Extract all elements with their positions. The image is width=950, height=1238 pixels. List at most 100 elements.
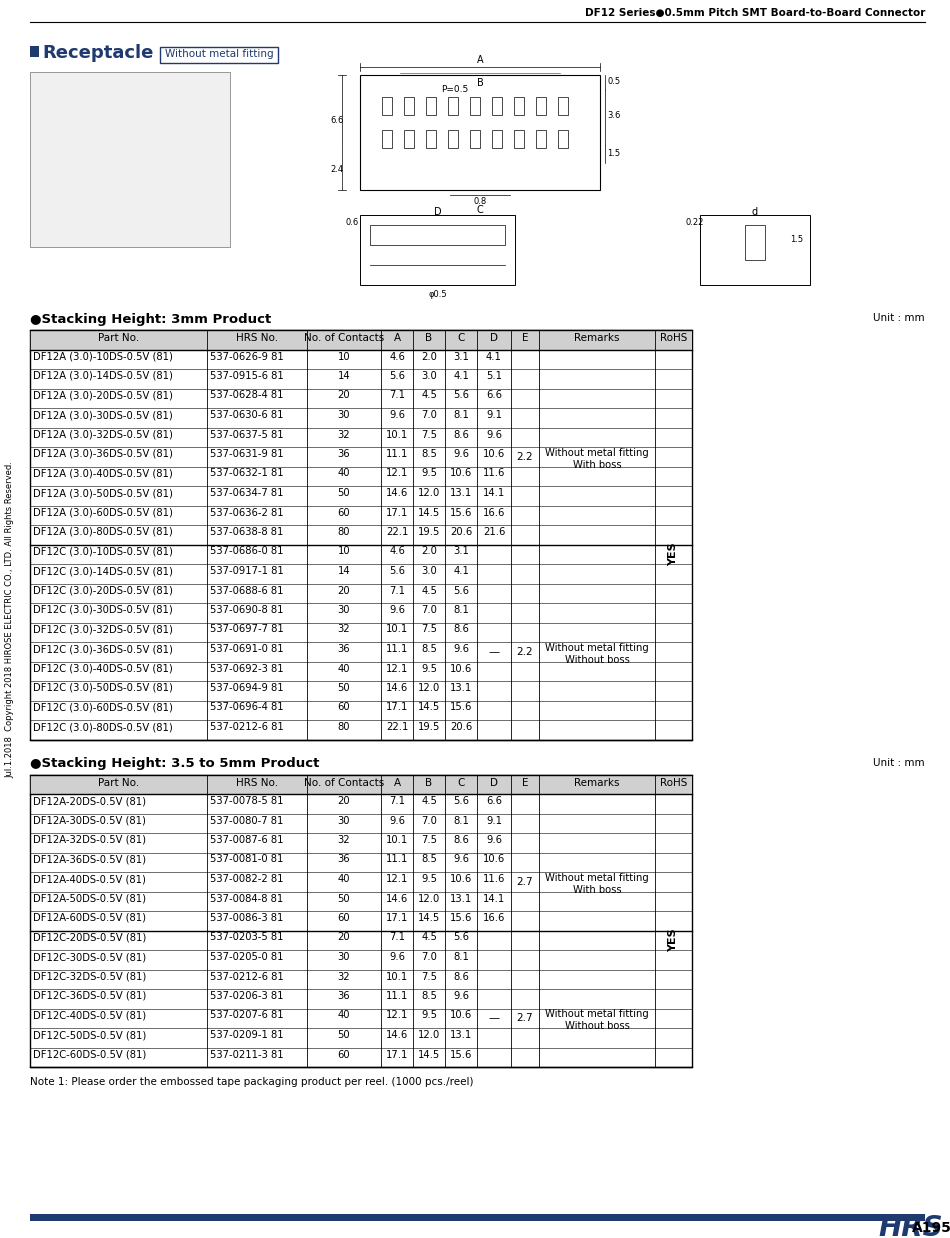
Text: 36: 36 — [337, 449, 351, 459]
Text: 9.6: 9.6 — [486, 430, 502, 439]
Text: 40: 40 — [338, 1010, 351, 1020]
Text: DF12C (3.0)-30DS-0.5V (81): DF12C (3.0)-30DS-0.5V (81) — [33, 605, 173, 615]
Text: DF12A (3.0)-36DS-0.5V (81): DF12A (3.0)-36DS-0.5V (81) — [33, 449, 173, 459]
Text: 12.0: 12.0 — [418, 683, 440, 693]
Text: 7.5: 7.5 — [421, 624, 437, 635]
Bar — [360, 215, 515, 285]
Text: 8.6: 8.6 — [453, 834, 469, 846]
Text: Without boss: Without boss — [564, 1021, 630, 1031]
Text: 14: 14 — [337, 566, 351, 576]
Text: 4.6: 4.6 — [390, 546, 405, 557]
Text: 11.1: 11.1 — [386, 854, 408, 864]
Text: Without metal fitting: Without metal fitting — [164, 50, 274, 59]
Text: 9.5: 9.5 — [421, 874, 437, 884]
Text: 15.6: 15.6 — [449, 1050, 472, 1060]
Text: 7.5: 7.5 — [421, 834, 437, 846]
Text: Unit : mm: Unit : mm — [873, 758, 925, 768]
Text: 537-0638-8 81: 537-0638-8 81 — [210, 527, 283, 537]
Text: 15.6: 15.6 — [449, 912, 472, 924]
Text: DF12C-50DS-0.5V (81): DF12C-50DS-0.5V (81) — [33, 1030, 146, 1040]
Text: 14.5: 14.5 — [418, 1050, 440, 1060]
Text: 10: 10 — [337, 352, 351, 361]
Text: 537-0206-3 81: 537-0206-3 81 — [210, 990, 283, 1002]
Text: 9.5: 9.5 — [421, 1010, 437, 1020]
Text: 12.0: 12.0 — [418, 488, 440, 498]
Text: 6.6: 6.6 — [486, 796, 502, 806]
Text: DF12A (3.0)-10DS-0.5V (81): DF12A (3.0)-10DS-0.5V (81) — [33, 352, 173, 361]
Text: 537-0917-1 81: 537-0917-1 81 — [210, 566, 284, 576]
Text: 2.0: 2.0 — [421, 546, 437, 557]
Text: 537-0078-5 81: 537-0078-5 81 — [210, 796, 283, 806]
Text: With boss: With boss — [573, 885, 621, 895]
Text: 9.5: 9.5 — [421, 664, 437, 673]
Text: 8.5: 8.5 — [421, 990, 437, 1002]
Bar — [448, 97, 458, 115]
Bar — [536, 130, 546, 149]
Text: 9.6: 9.6 — [453, 644, 469, 654]
Text: 14.1: 14.1 — [483, 894, 505, 904]
Text: A: A — [393, 333, 401, 343]
Text: 12.1: 12.1 — [386, 1010, 408, 1020]
Text: 6.6: 6.6 — [331, 116, 344, 125]
Bar — [492, 97, 502, 115]
Text: 10.6: 10.6 — [450, 1010, 472, 1020]
Text: 30: 30 — [338, 605, 351, 615]
Text: 7.5: 7.5 — [421, 430, 437, 439]
Bar — [558, 130, 568, 149]
Text: ●Stacking Height: 3.5 to 5mm Product: ●Stacking Height: 3.5 to 5mm Product — [30, 758, 319, 770]
Text: 1.5: 1.5 — [790, 235, 803, 244]
Text: 36: 36 — [337, 854, 351, 864]
Text: Without metal fitting: Without metal fitting — [545, 1009, 649, 1019]
Text: 10.1: 10.1 — [386, 834, 408, 846]
Text: 13.1: 13.1 — [450, 1030, 472, 1040]
Text: E: E — [522, 777, 528, 787]
Text: 2.2: 2.2 — [517, 646, 533, 656]
Text: 4.5: 4.5 — [421, 586, 437, 595]
Text: 7.1: 7.1 — [389, 586, 405, 595]
Text: HRS: HRS — [878, 1214, 942, 1238]
Text: DF12A (3.0)-30DS-0.5V (81): DF12A (3.0)-30DS-0.5V (81) — [33, 410, 173, 420]
Bar — [514, 130, 524, 149]
Text: 537-0630-6 81: 537-0630-6 81 — [210, 410, 283, 420]
Text: DF12C (3.0)-40DS-0.5V (81): DF12C (3.0)-40DS-0.5V (81) — [33, 664, 173, 673]
Text: DF12A (3.0)-50DS-0.5V (81): DF12A (3.0)-50DS-0.5V (81) — [33, 488, 173, 498]
Text: 36: 36 — [337, 990, 351, 1002]
Text: 537-0636-2 81: 537-0636-2 81 — [210, 508, 284, 517]
Text: 8.6: 8.6 — [453, 430, 469, 439]
Text: ●Stacking Height: 3mm Product: ●Stacking Height: 3mm Product — [30, 313, 272, 326]
Text: 50: 50 — [337, 488, 351, 498]
Text: 80: 80 — [338, 722, 351, 732]
Bar — [470, 130, 480, 149]
Text: 11.1: 11.1 — [386, 990, 408, 1002]
Text: DF12A (3.0)-40DS-0.5V (81): DF12A (3.0)-40DS-0.5V (81) — [33, 468, 173, 479]
Text: 2.7: 2.7 — [517, 877, 533, 886]
Text: 13.1: 13.1 — [450, 683, 472, 693]
Text: DF12C-60DS-0.5V (81): DF12C-60DS-0.5V (81) — [33, 1050, 146, 1060]
Text: B: B — [477, 78, 484, 88]
Text: 15.6: 15.6 — [449, 508, 472, 517]
Text: 9.6: 9.6 — [453, 449, 469, 459]
Text: 7.5: 7.5 — [421, 972, 437, 982]
Text: 20: 20 — [337, 586, 351, 595]
Text: DF12 Series●0.5mm Pitch SMT Board-to-Board Connector: DF12 Series●0.5mm Pitch SMT Board-to-Boa… — [584, 7, 925, 19]
Text: φ0.5: φ0.5 — [428, 290, 446, 300]
Text: 14.5: 14.5 — [418, 702, 440, 713]
Bar — [370, 225, 505, 245]
Bar — [30, 72, 230, 248]
Bar — [160, 47, 278, 63]
Text: DF12A-40DS-0.5V (81): DF12A-40DS-0.5V (81) — [33, 874, 146, 884]
Text: E: E — [522, 333, 528, 343]
Text: 30: 30 — [338, 816, 351, 826]
Text: 10: 10 — [337, 546, 351, 557]
Text: No. of Contacts: No. of Contacts — [304, 777, 384, 787]
Text: 10.1: 10.1 — [386, 430, 408, 439]
Text: 11.1: 11.1 — [386, 644, 408, 654]
Text: 9.6: 9.6 — [453, 990, 469, 1002]
Text: 4.1: 4.1 — [453, 371, 469, 381]
Text: 9.6: 9.6 — [389, 952, 405, 962]
Text: 3.1: 3.1 — [453, 352, 469, 361]
Text: 7.1: 7.1 — [389, 796, 405, 806]
Text: 11.6: 11.6 — [483, 874, 505, 884]
Text: 6.6: 6.6 — [486, 390, 502, 401]
Text: 17.1: 17.1 — [386, 508, 408, 517]
